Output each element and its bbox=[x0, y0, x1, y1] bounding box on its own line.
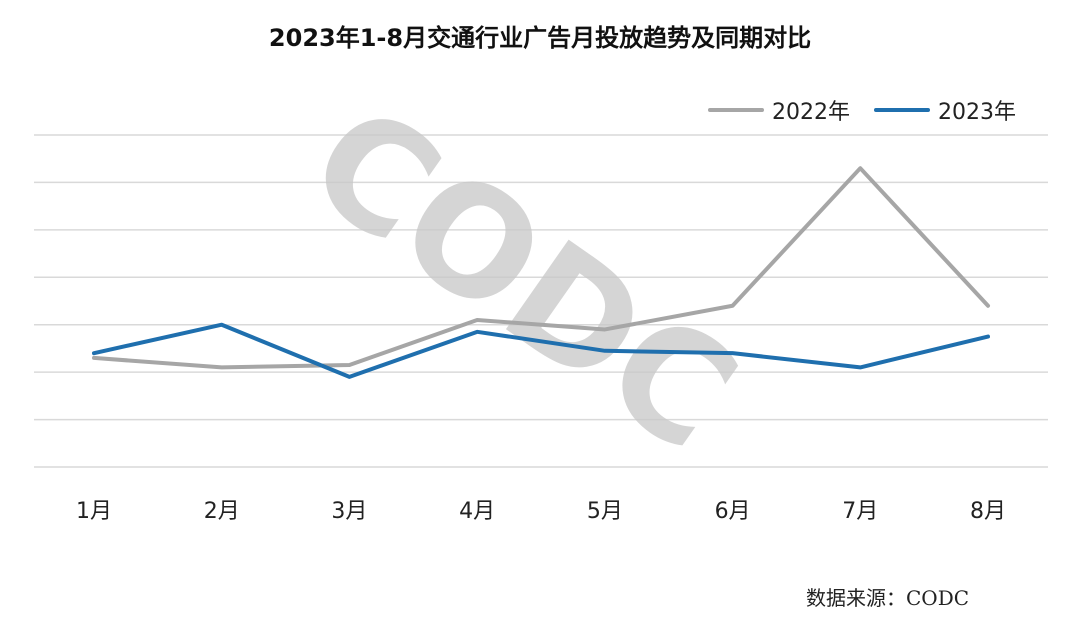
watermark-logo: CODC bbox=[279, 72, 766, 485]
x-axis-labels: 1月 2月 3月 4月 5月 6月 7月 8月 bbox=[76, 499, 1006, 524]
x-tick-label: 3月 bbox=[331, 499, 367, 524]
series-line-2022年 bbox=[92, 166, 990, 370]
x-tick-label: 5月 bbox=[587, 499, 623, 524]
series-lines bbox=[92, 166, 990, 379]
x-tick-label: 6月 bbox=[715, 499, 751, 524]
source-note: 数据来源：CODC bbox=[806, 586, 970, 610]
chart-title: 2023年1-8月交通行业广告月投放趋势及同期对比 bbox=[268, 24, 812, 52]
x-tick-label: 2月 bbox=[204, 499, 240, 524]
legend-label-2022: 2022年 bbox=[772, 100, 850, 125]
gridlines bbox=[34, 134, 1048, 468]
legend-item-2022: 2022年 bbox=[708, 94, 850, 126]
x-tick-label: 1月 bbox=[76, 499, 112, 524]
x-tick-label: 7月 bbox=[842, 499, 878, 524]
legend-swatch-2023 bbox=[874, 108, 930, 112]
legend-swatch-2022 bbox=[708, 108, 764, 112]
series-line-2023年 bbox=[92, 322, 990, 379]
legend-label-2023: 2023年 bbox=[938, 100, 1016, 125]
x-tick-label: 8月 bbox=[970, 499, 1006, 524]
legend-item-2023: 2023年 bbox=[874, 94, 1016, 126]
watermark: CODC bbox=[279, 72, 766, 485]
x-tick-label: 4月 bbox=[459, 499, 495, 524]
legend: 2022年 2023年 bbox=[708, 94, 1040, 126]
line-chart: CODC 1月 2月 3月 4月 5月 6月 7月 8月 bbox=[34, 72, 1048, 524]
